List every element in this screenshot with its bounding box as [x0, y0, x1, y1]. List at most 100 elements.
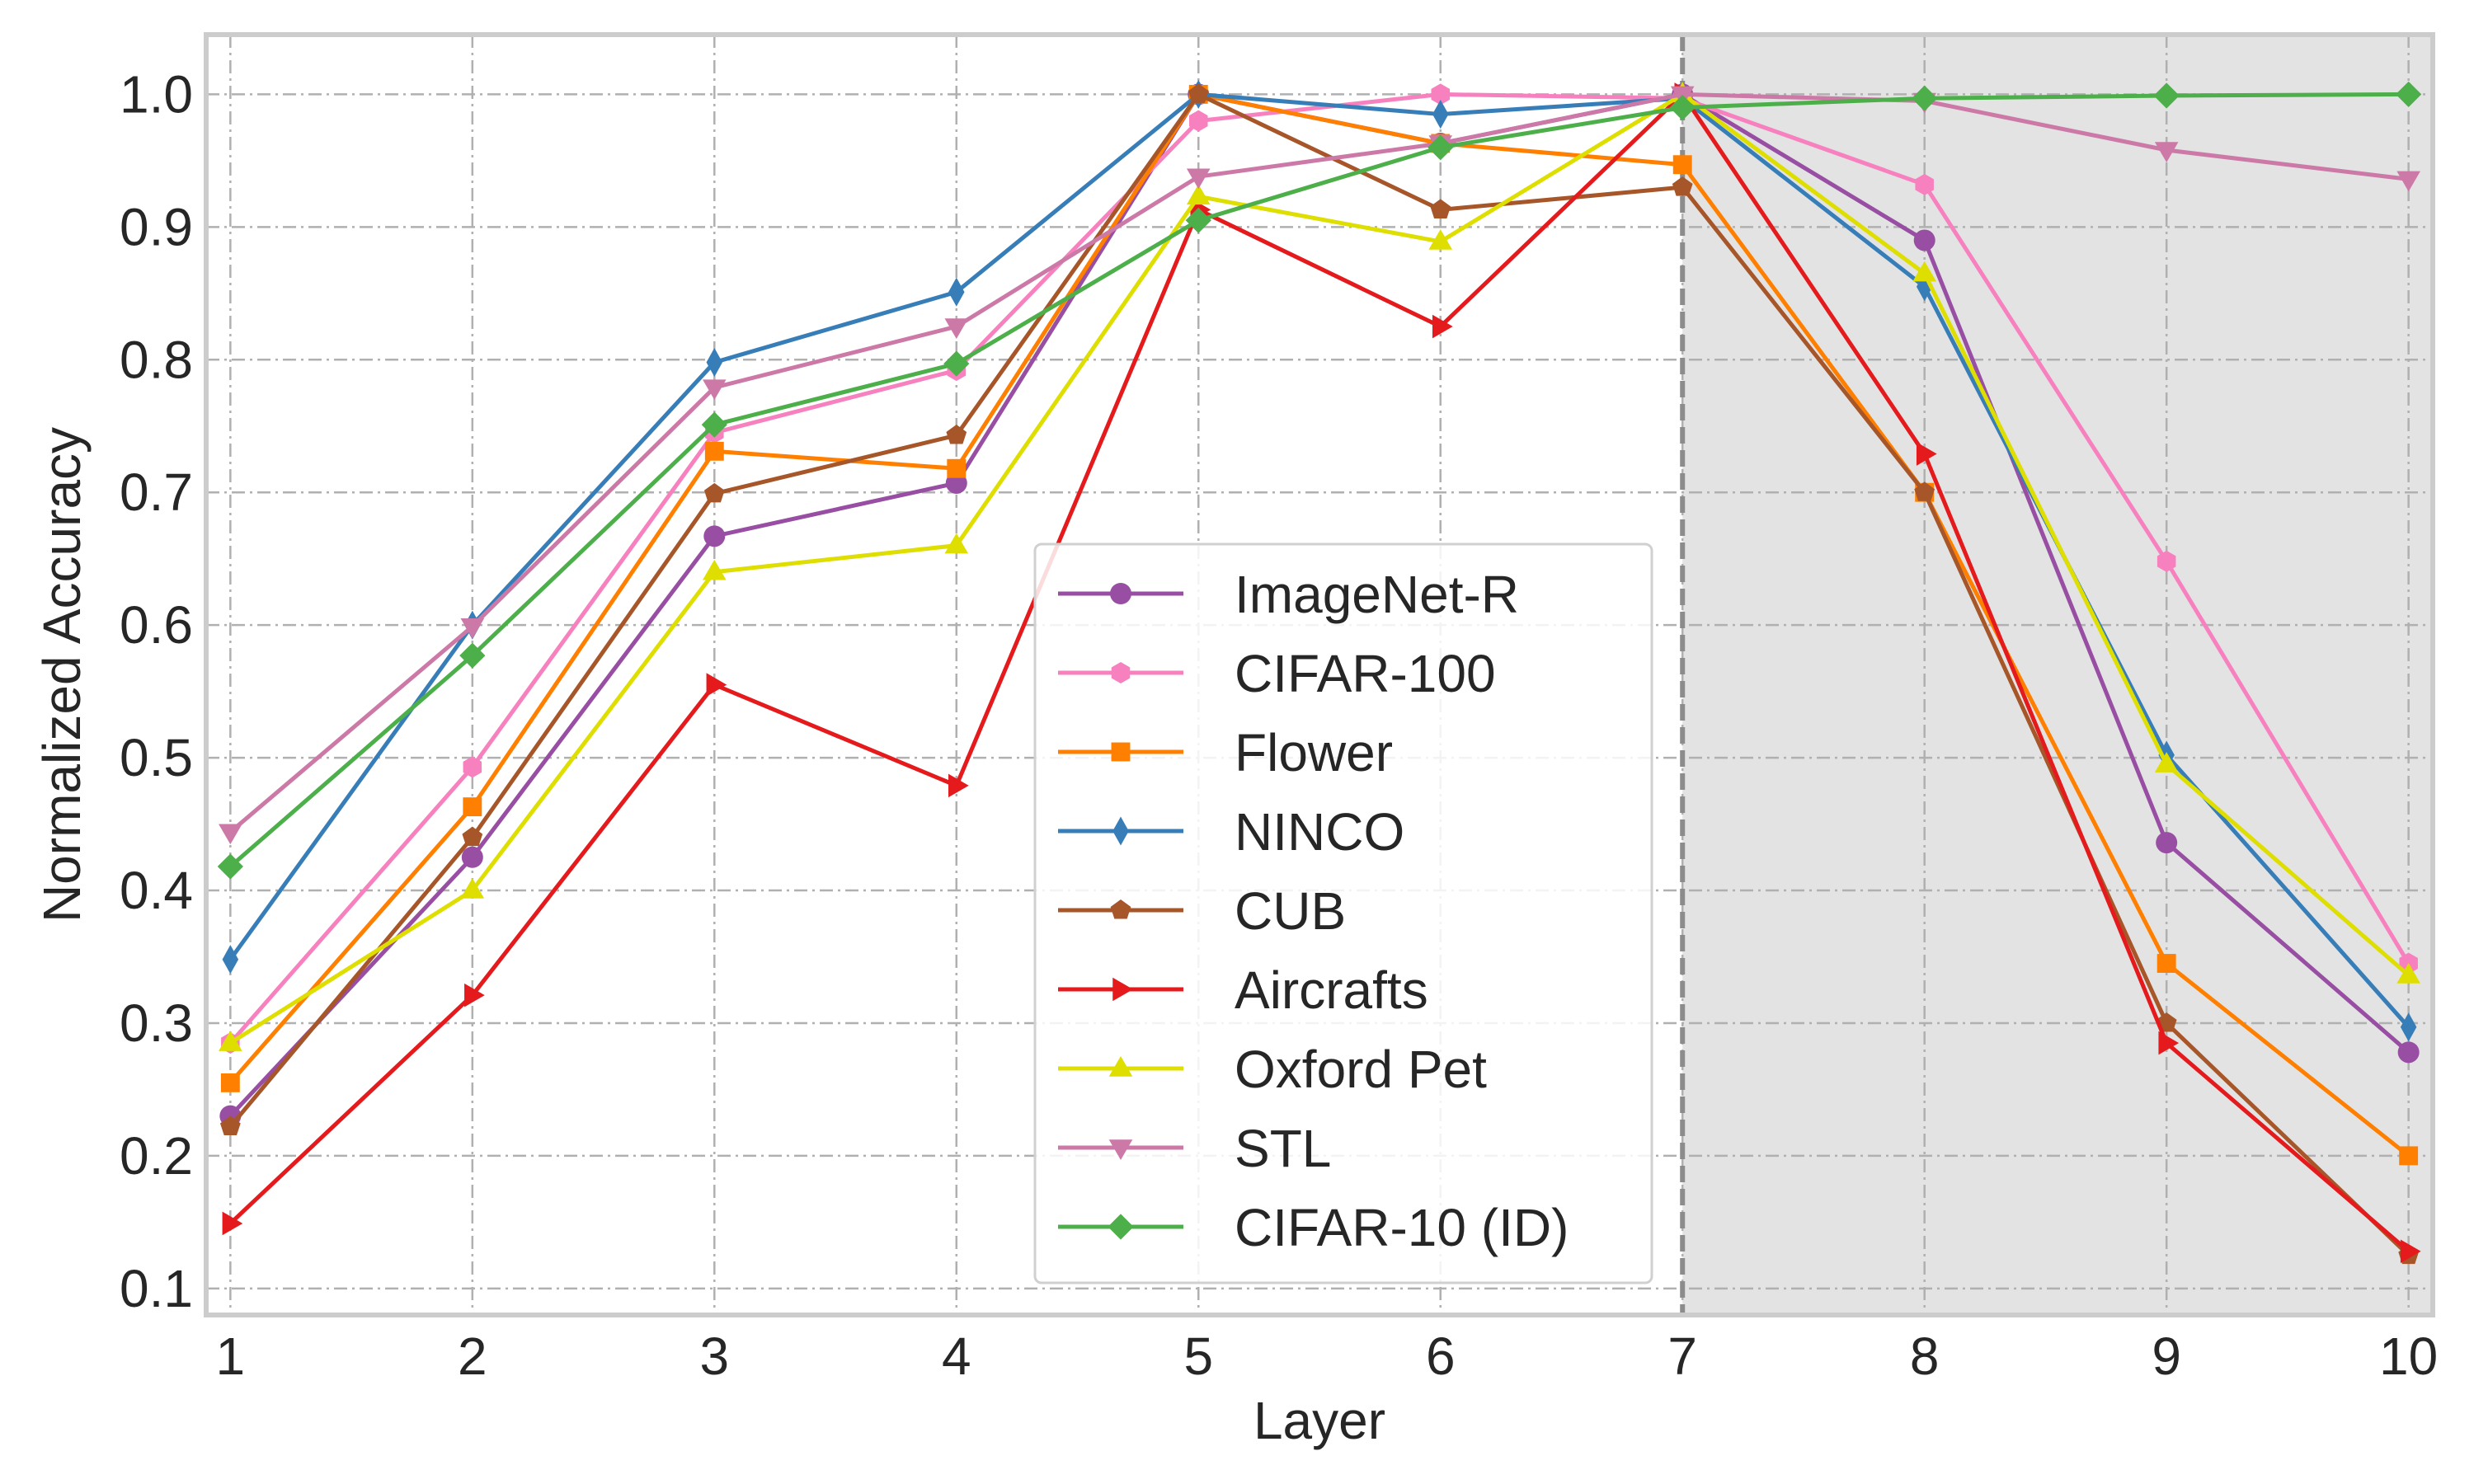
data-point-flower	[947, 458, 967, 478]
data-point-oxford-pet	[2396, 963, 2420, 984]
x-axis-label: Layer	[1253, 1391, 1385, 1450]
data-point-imagenet-r	[2156, 832, 2178, 854]
data-point-cifar-100	[463, 756, 482, 778]
data-point-flower	[2399, 1146, 2419, 1166]
data-point-cub	[1672, 176, 1693, 196]
legend-label: NINCO	[1235, 802, 1404, 862]
legend-box	[1033, 542, 1653, 1284]
series-cifar-10-id	[217, 81, 2422, 880]
legend-entry-stl: STL	[1058, 1119, 1331, 1178]
y-tick-label: 0.3	[120, 993, 193, 1053]
data-point-aircrafts	[464, 983, 485, 1007]
legend-entry-oxford-pet: Oxford Pet	[1058, 1040, 1487, 1099]
data-point-oxford-pet	[944, 533, 969, 554]
data-point-stl	[1186, 168, 1211, 190]
data-point-flower	[2157, 954, 2176, 973]
y-tick-label: 0.1	[120, 1259, 193, 1318]
data-point-ninco	[706, 347, 723, 378]
legend-marker	[1108, 1056, 1133, 1077]
legend-label: ImageNet-R	[1235, 565, 1519, 624]
series-line-cub	[228, 92, 2411, 1257]
series-line-cifar-100	[228, 92, 2411, 1045]
data-point-oxford-pet	[1912, 261, 1936, 282]
data-point-imagenet-r	[2397, 1041, 2420, 1064]
legend-marker	[1110, 583, 1131, 604]
x-axis-ticks: 1 2 3 4 5 6 7 8 9 10	[216, 1327, 2439, 1386]
plot-frame	[204, 32, 2435, 1317]
y-tick-label: 0.2	[120, 1126, 193, 1186]
data-point-aircrafts	[1432, 314, 1453, 339]
data-point-cifar-10-id	[943, 350, 970, 377]
legend-label: Flower	[1235, 723, 1393, 782]
data-point-flower	[704, 441, 724, 461]
legend-label: CUB	[1235, 881, 1346, 941]
data-point-cub	[219, 1115, 241, 1135]
x-tick-label: 9	[2152, 1327, 2181, 1386]
y-tick-label: 0.6	[120, 595, 193, 655]
data-point-cifar-10-id	[2396, 81, 2422, 108]
legend-entry-flower: Flower	[1058, 723, 1393, 782]
legend-marker	[1108, 1214, 1134, 1240]
data-point-cifar-10-id	[1427, 134, 1454, 161]
data-point-cifar-100	[1915, 173, 1934, 195]
data-point-cub	[703, 482, 725, 503]
data-point-cub	[1430, 199, 1451, 218]
series-line-cifar-10-id	[228, 92, 2409, 868]
data-point-cifar-100	[1431, 83, 1450, 106]
legend-marker	[1110, 899, 1131, 919]
legend-label: CIFAR-100	[1235, 644, 1496, 703]
data-point-ninco	[222, 945, 239, 974]
data-point-flower	[220, 1073, 240, 1092]
series-oxford-pet	[219, 82, 2420, 1051]
legend-entry-imagenet-r: ImageNet-R	[1058, 565, 1519, 624]
legend-entry-cub: CUB	[1058, 881, 1346, 941]
data-point-oxford-pet	[219, 1031, 242, 1051]
data-point-ninco	[1916, 272, 1933, 302]
legend-entry-aircrafts: Aircrafts	[1058, 960, 1428, 1020]
data-point-imagenet-r	[703, 525, 726, 547]
x-tick-label: 8	[1910, 1327, 1940, 1386]
data-point-oxford-pet	[2154, 752, 2179, 773]
data-point-cifar-10-id	[1185, 207, 1211, 233]
x-tick-label: 4	[942, 1327, 971, 1386]
y-tick-label: 0.8	[120, 330, 193, 389]
data-point-aircrafts	[948, 773, 969, 798]
data-point-aircrafts	[222, 1211, 243, 1236]
shaded-region	[1682, 35, 2433, 1315]
y-tick-label: 1.0	[120, 64, 193, 124]
legend-marker	[1108, 1139, 1133, 1160]
data-point-aircrafts	[1916, 442, 1937, 466]
y-axis-label: Normalized Accuracy	[32, 427, 92, 923]
legend-marker	[1112, 816, 1129, 846]
y-tick-label: 0.4	[120, 861, 193, 920]
data-point-stl	[2396, 171, 2420, 192]
legend-marker	[1111, 662, 1131, 683]
series-line-flower	[228, 92, 2411, 1158]
legend-entry-ninco: NINCO	[1058, 802, 1404, 862]
x-tick-label: 6	[1426, 1327, 1456, 1386]
legend-marker	[1112, 977, 1133, 1002]
data-point-cub	[1188, 83, 1209, 103]
data-point-cifar-10-id	[2153, 82, 2180, 109]
data-point-cub	[462, 826, 483, 847]
data-point-cifar-10-id	[459, 642, 486, 669]
x-tick-label: 2	[458, 1327, 487, 1386]
legend-marker	[1111, 742, 1131, 762]
data-point-cifar-10-id	[701, 411, 727, 438]
data-point-ninco	[1432, 100, 1449, 129]
y-tick-label: 0.7	[120, 463, 193, 522]
data-point-aircrafts	[2400, 1239, 2421, 1264]
data-point-oxford-pet	[1428, 229, 1453, 250]
data-point-cub	[1914, 481, 1935, 501]
legend-entry-cifar-10-id: CIFAR-10 (ID)	[1058, 1198, 1569, 1257]
data-point-stl	[460, 618, 485, 639]
data-point-cub	[946, 425, 967, 444]
data-point-cifar-100	[1189, 110, 1208, 132]
legend-label: Oxford Pet	[1235, 1040, 1487, 1099]
y-tick-label: 0.9	[120, 197, 193, 256]
data-point-imagenet-r	[1913, 229, 1935, 251]
data-point-stl	[944, 318, 969, 340]
data-point-aircrafts	[2158, 1031, 2180, 1055]
data-point-ninco	[948, 277, 965, 307]
